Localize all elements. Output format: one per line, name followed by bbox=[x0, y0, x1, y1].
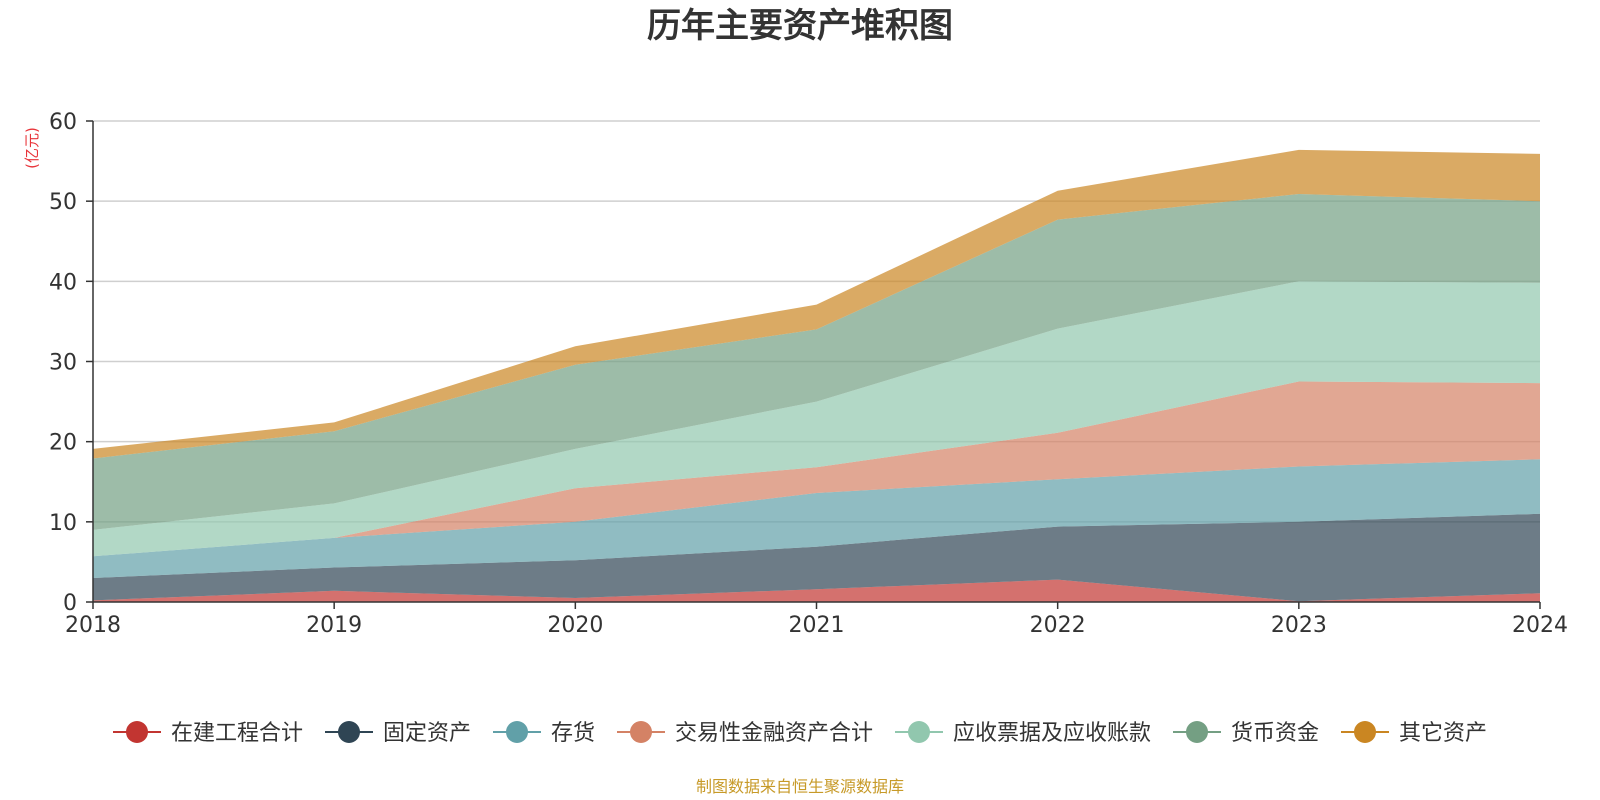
x-tick-label-2024: 2024 bbox=[1512, 613, 1568, 638]
legend-dot-marker bbox=[338, 721, 360, 743]
legend-item-5[interactable]: 应收票据及应收账款 bbox=[895, 721, 1151, 746]
y-tick-label-30: 30 bbox=[49, 351, 77, 376]
y-tick-label-50: 50 bbox=[49, 190, 77, 215]
x-tick-label-2023: 2023 bbox=[1271, 613, 1327, 638]
x-tick-label-2018: 2018 bbox=[65, 613, 121, 638]
legend-item-1[interactable]: 在建工程合计 bbox=[113, 721, 303, 746]
legend-dot-marker bbox=[630, 721, 652, 743]
data-source-note: 制图数据来自恒生聚源数据库 bbox=[696, 777, 904, 796]
y-tick-label-0: 0 bbox=[63, 591, 77, 616]
legend-item-4[interactable]: 交易性金融资产合计 bbox=[617, 721, 873, 746]
y-tick-label-60: 60 bbox=[49, 110, 77, 135]
x-tick-label-2022: 2022 bbox=[1030, 613, 1086, 638]
y-tick-label-40: 40 bbox=[49, 270, 77, 295]
y-tick-label-10: 10 bbox=[49, 511, 77, 536]
legend-item-6[interactable]: 货币资金 bbox=[1173, 721, 1319, 746]
legend-item-2[interactable]: 固定资产 bbox=[325, 721, 471, 746]
legend-item-7[interactable]: 其它资产 bbox=[1341, 721, 1487, 746]
y-axis-unit-label: (亿元) bbox=[23, 127, 41, 169]
x-tick-label-2021: 2021 bbox=[789, 613, 845, 638]
legend-label: 其它资产 bbox=[1399, 721, 1487, 746]
area-series-5 bbox=[93, 281, 1540, 557]
chart-title: 历年主要资产堆积图 bbox=[647, 6, 953, 46]
area-series-7 bbox=[93, 149, 1540, 459]
legend-item-3[interactable]: 存货 bbox=[493, 721, 595, 746]
area-series-group bbox=[93, 149, 1540, 602]
area-series-3 bbox=[93, 459, 1540, 578]
area-series-6 bbox=[93, 194, 1540, 530]
x-tick-label-2020: 2020 bbox=[547, 613, 603, 638]
legend-label: 货币资金 bbox=[1231, 721, 1319, 746]
legend-label: 应收票据及应收账款 bbox=[953, 721, 1151, 746]
x-tick-label-2019: 2019 bbox=[306, 613, 362, 638]
legend-label: 固定资产 bbox=[383, 721, 471, 746]
legend-label: 交易性金融资产合计 bbox=[675, 721, 873, 746]
legend-label: 在建工程合计 bbox=[171, 721, 303, 746]
area-series-2 bbox=[93, 513, 1540, 602]
legend-dot-marker bbox=[506, 721, 528, 743]
legend-label: 存货 bbox=[551, 721, 595, 746]
area-series-1 bbox=[93, 579, 1540, 602]
axes: 0 10 20 30 40 50 60 2018 2019 2020 2021 2022 2023 202… bbox=[49, 110, 1568, 638]
legend-dot-marker bbox=[126, 721, 148, 743]
legend-dot-marker bbox=[1354, 721, 1376, 743]
y-tick-label-20: 20 bbox=[49, 431, 77, 456]
legend-dot-marker bbox=[908, 721, 930, 743]
legend: 在建工程合计 固定资产 存货 交易性金融资产合计 应收票据及应收账款 货币资金 其它资产 bbox=[113, 721, 1487, 746]
area-series-4 bbox=[93, 381, 1540, 557]
legend-dot-marker bbox=[1186, 721, 1208, 743]
